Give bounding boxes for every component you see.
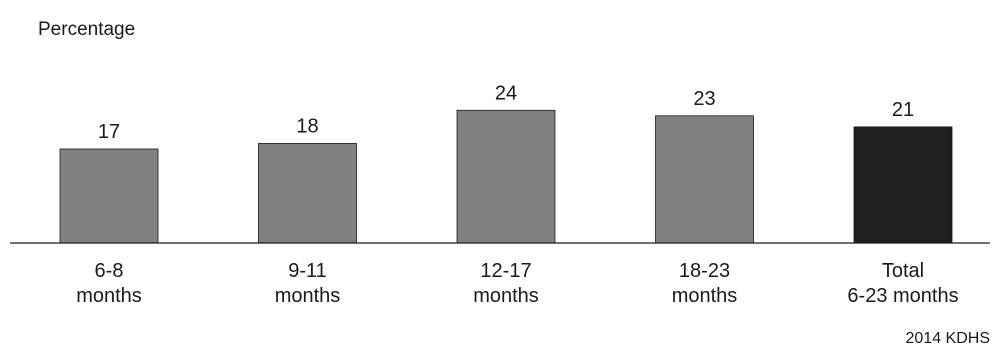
bar-3 bbox=[655, 115, 754, 244]
bar-2 bbox=[456, 109, 556, 244]
category-label-2-line-0: 12-17 bbox=[480, 260, 531, 282]
category-label-4-line-1: 6-23 months bbox=[847, 285, 958, 307]
value-label-4: 21 bbox=[892, 99, 914, 121]
value-label-2: 24 bbox=[495, 82, 517, 104]
bars-group bbox=[59, 109, 953, 244]
value-label-3: 23 bbox=[693, 88, 715, 110]
category-label-1-line-1: months bbox=[275, 285, 341, 307]
bar-0 bbox=[59, 148, 159, 244]
category-label-3-line-0: 18-23 bbox=[679, 260, 730, 282]
category-label-4-line-0: Total bbox=[882, 260, 924, 282]
labels-group: 17 6-8 months 18 9-11 months 24 12-17 months 23 18… bbox=[76, 82, 958, 307]
category-label-3-line-1: months bbox=[672, 285, 738, 307]
bar-4 bbox=[853, 126, 953, 244]
category-label-2-line-1: months bbox=[473, 285, 539, 307]
value-label-0: 17 bbox=[98, 121, 120, 143]
category-label-0-line-1: months bbox=[76, 285, 142, 307]
y-axis-label: Percentage bbox=[38, 19, 136, 40]
value-label-1: 18 bbox=[296, 115, 318, 137]
bar-1 bbox=[258, 143, 357, 244]
category-label-1-line-0: 9-11 bbox=[288, 260, 327, 282]
source-note: 2014 KDHS bbox=[905, 330, 991, 347]
category-label-0-line-0: 6-8 bbox=[95, 260, 124, 282]
